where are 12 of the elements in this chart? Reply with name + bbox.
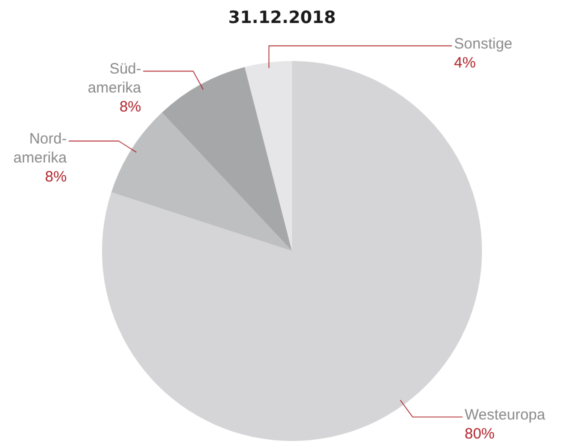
data-label: 80% xyxy=(464,426,495,443)
data-label: 8% xyxy=(119,98,142,116)
chart-title: 31.12.2018 xyxy=(228,8,336,28)
slice-label: Süd- amerika xyxy=(88,60,142,97)
slice-label: Nord- amerika xyxy=(13,130,68,167)
pie-slice xyxy=(162,66,292,251)
data-label: 8% xyxy=(45,168,67,186)
pie-slice xyxy=(111,112,292,251)
slice-label: Sonstige xyxy=(454,35,512,52)
slice-label: Westeuropa xyxy=(464,406,546,424)
data-label: 4% xyxy=(454,54,476,72)
pie-slice xyxy=(244,61,292,251)
